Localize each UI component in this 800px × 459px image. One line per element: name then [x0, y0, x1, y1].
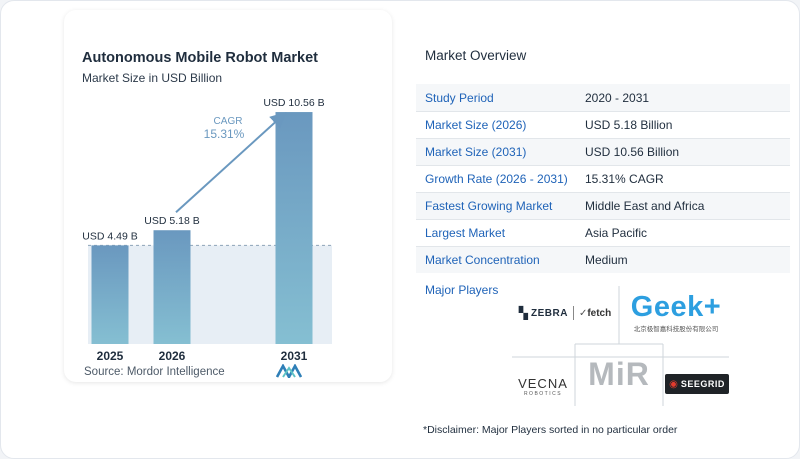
overview-row: Market Concentration Medium	[416, 246, 790, 273]
bar-value-label: USD 5.18 B	[144, 215, 199, 227]
overview-row-label: Market Size (2031)	[425, 145, 527, 159]
seegrid-logo-text: SEEGRID	[680, 379, 725, 389]
overview-row-label: Growth Rate (2026 - 2031)	[425, 172, 568, 186]
overview-row-value: Medium	[585, 253, 628, 267]
cagr-value: 15.31%	[204, 127, 245, 141]
bar	[153, 230, 191, 344]
overview-row-label: Market Size (2026)	[425, 118, 527, 132]
geek-plus-subtitle: 北京极智嘉科技股份有限公司	[633, 325, 719, 333]
disclaimer-text: *Disclaimer: Major Players sorted in no …	[423, 424, 678, 436]
market-overview-table: Study Period 2020 - 2031 Market Size (2026…	[416, 84, 790, 273]
overview-row-label: Fastest Growing Market	[425, 199, 553, 213]
market-overview-title: Market Overview	[425, 48, 527, 63]
fetch-icon: ✓	[578, 307, 588, 319]
chart-title: Autonomous Mobile Robot Market	[82, 50, 319, 66]
cagr-label: CAGR	[214, 116, 243, 127]
chart-subtitle: Market Size in USD Billion	[82, 71, 223, 85]
chart-card: Autonomous Mobile Robot Market Market Si…	[64, 10, 392, 382]
overview-row-label: Study Period	[425, 90, 494, 105]
bar	[91, 245, 129, 344]
overview-row: Growth Rate (2026 - 2031) 15.31% CAGR	[416, 165, 790, 192]
overview-row-value: Middle East and Africa	[585, 199, 705, 213]
logo-divider	[572, 306, 574, 320]
overview-row: Market Size (2026) USD 5.18 Billion	[416, 111, 790, 138]
mordor-logo-icon	[276, 364, 302, 378]
overview-row: Study Period 2020 - 2031	[416, 84, 790, 111]
overview-row-label: Market Concentration	[425, 253, 540, 267]
zebra-icon: ▚	[518, 306, 528, 320]
bar-value-label: USD 10.56 B	[263, 97, 324, 109]
geek-plus-logo-text: Geek+	[630, 290, 722, 323]
overview-row-label: Largest Market	[425, 226, 506, 240]
cagr-arrow	[175, 112, 287, 213]
overview-row-value: 2020 - 2031	[585, 90, 650, 105]
overview-row-value: USD 10.56 Billion	[585, 145, 680, 159]
overview-row-value: 15.31% CAGR	[585, 172, 664, 186]
seegrid-logo: ◉ SEEGRID	[665, 374, 729, 394]
source-text: Source: Mordor Intelligence	[84, 366, 225, 378]
mir-logo-text: MiR	[588, 355, 650, 392]
bar-value-label: USD 4.49 B	[82, 230, 137, 242]
category-label: 2025	[97, 349, 124, 363]
geek-plus-logo: Geek+ 北京极智嘉科技股份有限公司	[626, 291, 726, 333]
overview-row-value: Asia Pacific	[585, 226, 648, 240]
zebra-fetch-logo: ▚ ZEBRA ✓ fetch	[515, 303, 615, 323]
fetch-logo-text: fetch	[587, 307, 612, 319]
seegrid-icon: ◉	[669, 378, 678, 390]
vecna-subtitle: ROBOTICS	[523, 390, 563, 397]
bar-chart: USD 4.49 B 2025 USD 5.18 B 2026 USD 10.56 B 2…	[82, 97, 332, 363]
overview-row: Fastest Growing Market Middle East and Af…	[416, 192, 790, 219]
players-grid	[512, 286, 729, 406]
vecna-logo: VECNA ROBOTICS	[512, 374, 574, 398]
major-players-label: Major Players	[425, 283, 499, 297]
vecna-logo-text: VECNA	[518, 375, 568, 391]
bar	[275, 112, 313, 344]
category-label: 2026	[159, 349, 186, 363]
zebra-logo-text: ZEBRA	[530, 307, 568, 319]
overview-row: Largest Market Asia Pacific	[416, 219, 790, 246]
mir-logo: MiR	[578, 353, 660, 395]
overview-row-value: USD 5.18 Billion	[585, 118, 673, 132]
overview-row: Market Size (2031) USD 10.56 Billion	[416, 138, 790, 165]
category-label: 2031	[281, 349, 308, 363]
